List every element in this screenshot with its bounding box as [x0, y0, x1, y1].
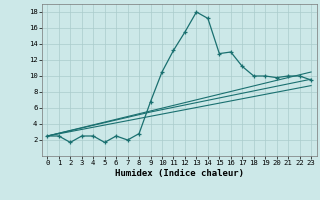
- X-axis label: Humidex (Indice chaleur): Humidex (Indice chaleur): [115, 169, 244, 178]
